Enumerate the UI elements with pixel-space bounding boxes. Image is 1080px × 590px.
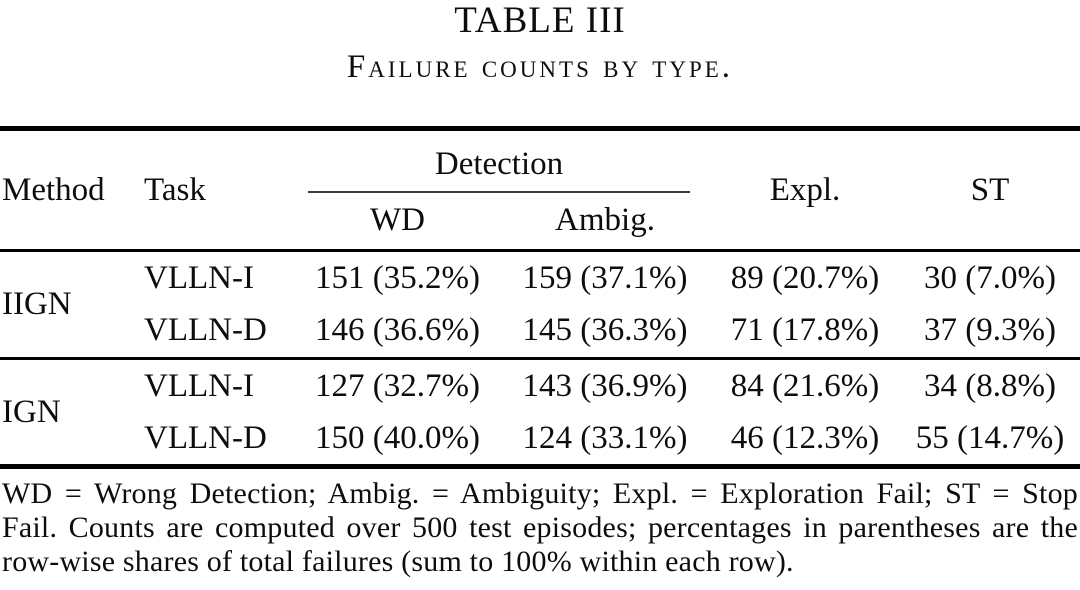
st-cell: 55 (14.7%) — [915, 419, 1065, 456]
method-group-ign: IGN VLLN-I 127 (32.7%) 143 (36.9%) 84 (2… — [0, 359, 1080, 467]
ambig-cell: 145 (36.3%) — [522, 312, 688, 349]
task-cell: VLLN-D — [144, 312, 267, 349]
table-caption: Failure counts by type. — [346, 49, 734, 85]
task-cell: VLLN-I — [144, 367, 254, 404]
st-cell: 30 (7.0%) — [924, 259, 1056, 296]
task-cell: VLLN-D — [144, 419, 267, 456]
wd-cell: 127 (32.7%) — [315, 367, 480, 404]
failure-counts-table: Method Task Detection Expl. ST WD Ambig.… — [0, 126, 1080, 469]
st-cell: 34 (8.8%) — [924, 367, 1056, 404]
detection-span-rule: Detection — [308, 146, 690, 193]
ambig-cell: 143 (36.9%) — [522, 367, 688, 404]
wd-cell: 146 (36.6%) — [315, 312, 480, 349]
expl-cell: 84 (21.6%) — [730, 367, 880, 404]
method-group-iign: IIGN VLLN-I 151 (35.2%) 159 (37.1%) 89 (… — [0, 251, 1080, 359]
table-header: Method Task Detection Expl. ST WD Ambig. — [0, 129, 1080, 251]
column-header-st: ST — [970, 171, 1010, 208]
column-header-expl: Expl. — [769, 171, 841, 208]
expl-cell: 46 (12.3%) — [730, 419, 880, 456]
table-row: IIGN VLLN-I 151 (35.2%) 159 (37.1%) 89 (… — [0, 251, 1080, 322]
header-row-1: Method Task Detection Expl. ST — [0, 129, 1080, 208]
wd-cell: 150 (40.0%) — [315, 419, 480, 456]
task-cell: VLLN-I — [144, 259, 254, 296]
ambig-cell: 159 (37.1%) — [522, 259, 688, 296]
method-cell: IIGN — [2, 286, 72, 322]
method-cell: IGN — [2, 393, 61, 430]
ambig-cell: 124 (33.1%) — [522, 419, 688, 456]
st-cell: 37 (9.3%) — [924, 312, 1056, 349]
column-header-method: Method — [2, 171, 105, 208]
table-row: VLLN-D 146 (36.6%) 145 (36.3%) 71 (17.8%… — [0, 305, 1080, 359]
column-header-ambig: Ambig. — [555, 202, 655, 239]
column-header-task: Task — [144, 171, 206, 208]
table-label: TABLE III — [454, 0, 626, 41]
table-row: VLLN-D 150 (40.0%) 124 (33.1%) 46 (12.3%… — [0, 413, 1080, 467]
table-row: IGN VLLN-I 127 (32.7%) 143 (36.9%) 84 (2… — [0, 359, 1080, 430]
column-header-wd: WD — [370, 202, 425, 239]
expl-cell: 89 (20.7%) — [730, 259, 880, 296]
column-header-detection: Detection — [295, 129, 710, 193]
wd-cell: 151 (35.2%) — [315, 259, 480, 296]
header-row-2: WD Ambig. — [0, 193, 1080, 251]
detection-label: Detection — [434, 145, 564, 182]
table-footnote: WD = Wrong Detection; Ambig. = Ambiguity… — [2, 477, 1078, 578]
expl-cell: 71 (17.8%) — [730, 312, 880, 349]
